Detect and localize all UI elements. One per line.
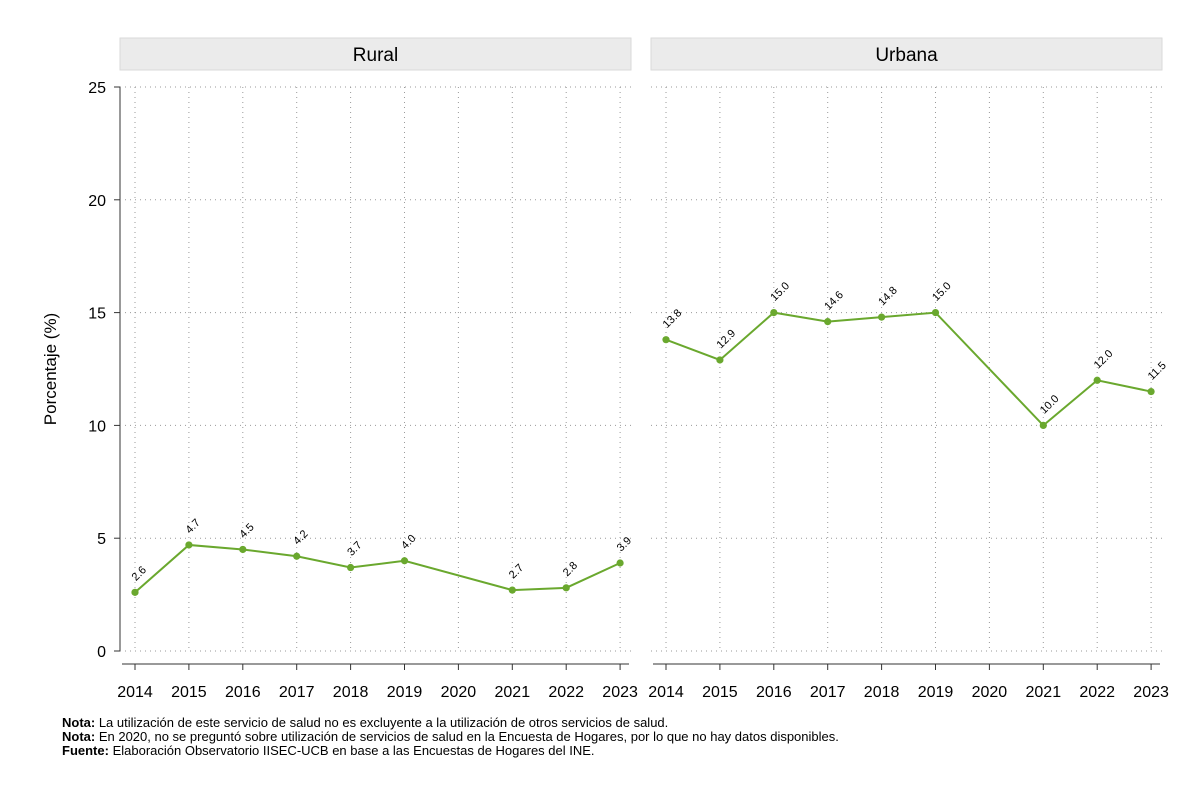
data-label-rural-2014: 2.6 bbox=[130, 564, 149, 583]
y-tick-label-5: 5 bbox=[97, 531, 106, 548]
x-tick-label-rural-2015: 2015 bbox=[171, 684, 207, 701]
source-text: Elaboración Observatorio IISEC-UCB en ba… bbox=[108, 743, 595, 758]
x-tick-label-rural-2020: 2020 bbox=[441, 684, 477, 701]
point-rural-2022 bbox=[562, 584, 570, 592]
panel-title-urbana: Urbana bbox=[875, 45, 938, 66]
data-label-rural-2019: 4.0 bbox=[399, 533, 418, 552]
y-tick-label-0: 0 bbox=[97, 644, 106, 661]
x-tick-label-rural-2019: 2019 bbox=[387, 684, 423, 701]
x-tick-label-rural-2022: 2022 bbox=[548, 684, 584, 701]
point-urbana-2023 bbox=[1147, 387, 1155, 396]
y-tick-label-15: 15 bbox=[88, 306, 106, 323]
note-1-label: Nota: bbox=[62, 715, 96, 730]
x-tick-label-rural-2014: 2014 bbox=[117, 684, 153, 701]
data-label-urbana-2016: 15.0 bbox=[768, 280, 792, 304]
point-rural-2015 bbox=[185, 541, 193, 549]
x-tick-label-rural-2017: 2017 bbox=[279, 684, 315, 701]
point-urbana-2019 bbox=[931, 309, 940, 317]
data-label-urbana-2022: 12.0 bbox=[1092, 348, 1116, 372]
chart-notes: Nota: La utilización de este servicio de… bbox=[62, 716, 839, 758]
point-urbana-2021 bbox=[1039, 421, 1047, 429]
data-label-rural-2022: 2.8 bbox=[561, 560, 580, 579]
x-tick-label-rural-2023: 2023 bbox=[602, 684, 638, 701]
note-1-text: La utilización de este servicio de salud… bbox=[95, 715, 669, 730]
note-1: Nota: La utilización de este servicio de… bbox=[62, 716, 839, 730]
note-2-label: Nota: bbox=[62, 729, 96, 744]
data-label-rural-2015: 4.7 bbox=[184, 517, 203, 536]
point-urbana-2016 bbox=[770, 309, 778, 317]
y-tick-label-25: 25 bbox=[88, 80, 106, 97]
x-tick-label-rural-2021: 2021 bbox=[495, 684, 531, 701]
point-rural-2017 bbox=[293, 552, 301, 560]
y-axis-title: Porcentaje (%) bbox=[41, 313, 60, 425]
data-label-rural-2018: 3.7 bbox=[345, 539, 364, 558]
point-urbana-2018 bbox=[878, 313, 886, 321]
x-tick-label-rural-2016: 2016 bbox=[225, 684, 261, 701]
x-tick-label-urbana-2022: 2022 bbox=[1079, 684, 1115, 701]
point-urbana-2014 bbox=[662, 336, 670, 344]
data-label-urbana-2014: 13.8 bbox=[661, 307, 685, 331]
point-rural-2023 bbox=[616, 559, 624, 567]
point-rural-2016 bbox=[239, 545, 247, 554]
x-tick-label-urbana-2021: 2021 bbox=[1026, 684, 1062, 701]
source-note: Fuente: Elaboración Observatorio IISEC-U… bbox=[62, 744, 839, 758]
panel-header-rural bbox=[119, 37, 632, 71]
data-label-urbana-2018: 14.8 bbox=[876, 285, 900, 309]
x-tick-label-urbana-2018: 2018 bbox=[864, 684, 900, 701]
point-rural-2018 bbox=[347, 563, 355, 572]
data-label-urbana-2019: 15.0 bbox=[930, 280, 954, 304]
data-label-urbana-2023: 11.5 bbox=[1146, 360, 1169, 383]
point-rural-2021 bbox=[508, 586, 516, 594]
panel-header-urbana bbox=[650, 37, 1163, 71]
note-2: Nota: En 2020, no se preguntó sobre util… bbox=[62, 730, 839, 744]
x-tick-label-urbana-2023: 2023 bbox=[1133, 684, 1169, 701]
data-label-rural-2017: 4.2 bbox=[291, 528, 310, 547]
series-line-urbana bbox=[665, 311, 1152, 427]
point-urbana-2022 bbox=[1093, 376, 1101, 384]
source-label: Fuente: bbox=[62, 743, 109, 758]
x-tick-label-urbana-2017: 2017 bbox=[810, 684, 846, 701]
panel-title-rural: Rural bbox=[353, 45, 398, 66]
x-tick-label-rural-2018: 2018 bbox=[333, 684, 369, 701]
note-2-text: En 2020, no se preguntó sobre utilizació… bbox=[95, 729, 839, 744]
x-tick-label-urbana-2019: 2019 bbox=[918, 684, 954, 701]
y-tick-label-10: 10 bbox=[88, 418, 106, 435]
x-tick-label-urbana-2020: 2020 bbox=[972, 684, 1008, 701]
x-tick-label-urbana-2016: 2016 bbox=[756, 684, 792, 701]
data-label-rural-2021: 2.7 bbox=[507, 562, 526, 581]
point-urbana-2017 bbox=[824, 318, 832, 326]
point-urbana-2015 bbox=[716, 356, 724, 364]
x-tick-label-urbana-2015: 2015 bbox=[702, 684, 738, 701]
y-tick-label-20: 20 bbox=[88, 193, 106, 210]
data-label-urbana-2017: 14.6 bbox=[822, 289, 846, 313]
series-line-rural bbox=[134, 543, 621, 594]
x-tick-label-urbana-2014: 2014 bbox=[648, 684, 684, 701]
point-rural-2014 bbox=[131, 588, 139, 596]
data-label-rural-2023: 3.9 bbox=[615, 535, 634, 554]
point-rural-2019 bbox=[400, 557, 409, 565]
